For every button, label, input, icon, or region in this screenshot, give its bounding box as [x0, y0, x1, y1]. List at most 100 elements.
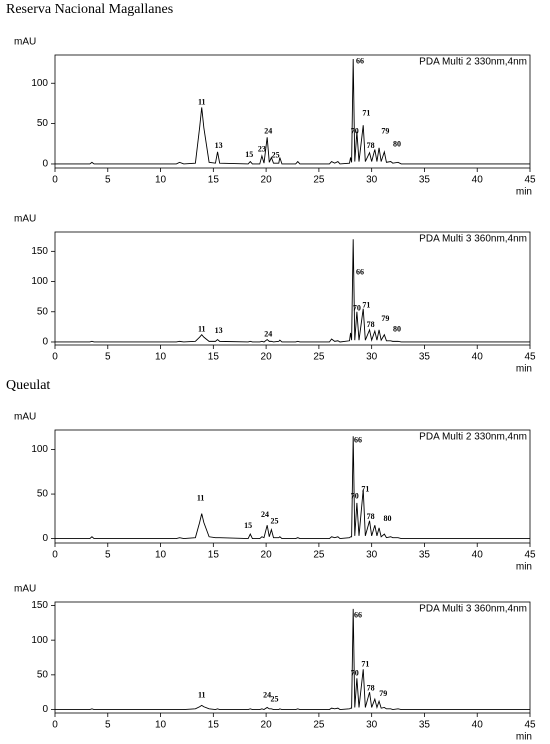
x-tick-label: 40 [472, 720, 484, 731]
x-tick-label: 30 [366, 550, 378, 561]
legend-text: PDA Multi 2 330nm,4nm [419, 57, 527, 68]
x-axis-label: min [516, 364, 532, 375]
x-tick-label: 35 [419, 175, 431, 186]
x-tick-label: 45 [524, 550, 536, 561]
plot-frame [54, 429, 531, 544]
x-tick-label: 5 [105, 352, 111, 363]
section-heading: Reserva Nacional Magallanes [6, 2, 173, 17]
y-tick-label: 0 [42, 159, 48, 170]
legend-text: PDA Multi 3 360nm,4nm [419, 234, 527, 245]
peak-label: 13 [215, 141, 223, 150]
peak-label: 25 [271, 516, 279, 525]
peak-label: 71 [362, 109, 370, 118]
plot-frame [54, 231, 531, 346]
peak-label: 79 [381, 314, 389, 323]
section-heading: Queulat [6, 378, 50, 393]
peak-label: 11 [198, 690, 206, 699]
x-tick-label: 35 [419, 720, 431, 731]
peak-label: 79 [379, 689, 387, 698]
chromatogram-trace [55, 608, 530, 711]
x-tick-label: 25 [313, 720, 325, 731]
peak-label: 80 [393, 325, 401, 334]
x-tick-label: 45 [524, 175, 536, 186]
y-tick-label: 100 [31, 635, 48, 646]
peak-label: 11 [198, 325, 206, 334]
x-axis-label: min [516, 187, 532, 198]
peak-label: 24 [261, 510, 269, 519]
x-tick-label: 30 [366, 352, 378, 363]
peak-label: 11 [197, 493, 205, 502]
x-tick-label: 5 [105, 175, 111, 186]
peak-label: 78 [367, 684, 375, 693]
x-axis-label: min [516, 562, 532, 573]
peak-label: 66 [354, 436, 362, 445]
y-axis-label: mAU [14, 584, 36, 595]
peak-label: 66 [354, 611, 362, 620]
x-tick-label: 35 [419, 550, 431, 561]
x-tick-label: 20 [261, 175, 273, 186]
y-tick-label: 50 [37, 489, 49, 500]
x-tick-label: 45 [524, 352, 536, 363]
peak-label: 24 [263, 690, 271, 699]
x-tick-label: 20 [261, 720, 273, 731]
plot-frame [54, 601, 531, 714]
peak-label: 80 [384, 514, 392, 523]
legend-text: PDA Multi 2 330nm,4nm [419, 432, 527, 443]
peak-label: 11 [198, 97, 206, 106]
x-axis-label: min [516, 732, 532, 743]
peak-label: 24 [264, 330, 272, 339]
x-tick-label: 40 [472, 550, 484, 561]
peak-label: 25 [271, 695, 279, 704]
peak-label: 80 [393, 139, 401, 148]
y-tick-label: 0 [42, 533, 48, 544]
x-tick-label: 0 [52, 720, 58, 731]
x-tick-label: 15 [208, 175, 220, 186]
peak-label: 71 [362, 301, 370, 310]
x-tick-label: 25 [313, 175, 325, 186]
peak-label: 78 [367, 512, 375, 521]
peak-label: 78 [367, 141, 375, 150]
peak-label: 66 [356, 56, 364, 65]
peak-label: 70 [351, 492, 359, 501]
y-tick-label: 150 [31, 246, 48, 257]
chromatogram-trace [55, 239, 530, 343]
peak-label: 23 [258, 144, 266, 153]
x-tick-label: 15 [208, 550, 220, 561]
x-tick-label: 20 [261, 550, 273, 561]
peak-label: 24 [264, 127, 272, 136]
peak-label: 71 [361, 484, 369, 493]
peak-label: 13 [215, 326, 223, 335]
y-axis-label: mAU [14, 37, 36, 48]
y-tick-label: 0 [42, 337, 48, 348]
y-tick-label: 100 [31, 444, 48, 455]
peak-label: 70 [351, 127, 359, 136]
y-tick-label: 100 [31, 276, 48, 287]
peak-label: 70 [351, 668, 359, 677]
x-tick-label: 30 [366, 175, 378, 186]
x-tick-label: 10 [155, 550, 167, 561]
x-tick-label: 45 [524, 720, 536, 731]
y-tick-label: 150 [31, 600, 48, 611]
y-tick-label: 50 [37, 306, 49, 317]
peak-label: 79 [381, 127, 389, 136]
x-tick-label: 25 [313, 352, 325, 363]
x-tick-label: 15 [208, 720, 220, 731]
x-tick-label: 20 [261, 352, 273, 363]
x-tick-label: 40 [472, 175, 484, 186]
y-tick-label: 50 [37, 118, 49, 129]
x-tick-label: 5 [105, 720, 111, 731]
chromatogram-trace [55, 59, 530, 165]
chromatogram-trace [55, 436, 530, 540]
x-tick-label: 15 [208, 352, 220, 363]
x-tick-label: 35 [419, 352, 431, 363]
y-tick-label: 0 [42, 704, 48, 715]
peak-label: 66 [356, 267, 364, 276]
peak-label: 71 [361, 659, 369, 668]
x-tick-label: 5 [105, 550, 111, 561]
x-tick-label: 0 [52, 175, 58, 186]
y-axis-label: mAU [14, 214, 36, 225]
y-tick-label: 100 [31, 78, 48, 89]
x-tick-label: 40 [472, 352, 484, 363]
x-tick-label: 25 [313, 550, 325, 561]
